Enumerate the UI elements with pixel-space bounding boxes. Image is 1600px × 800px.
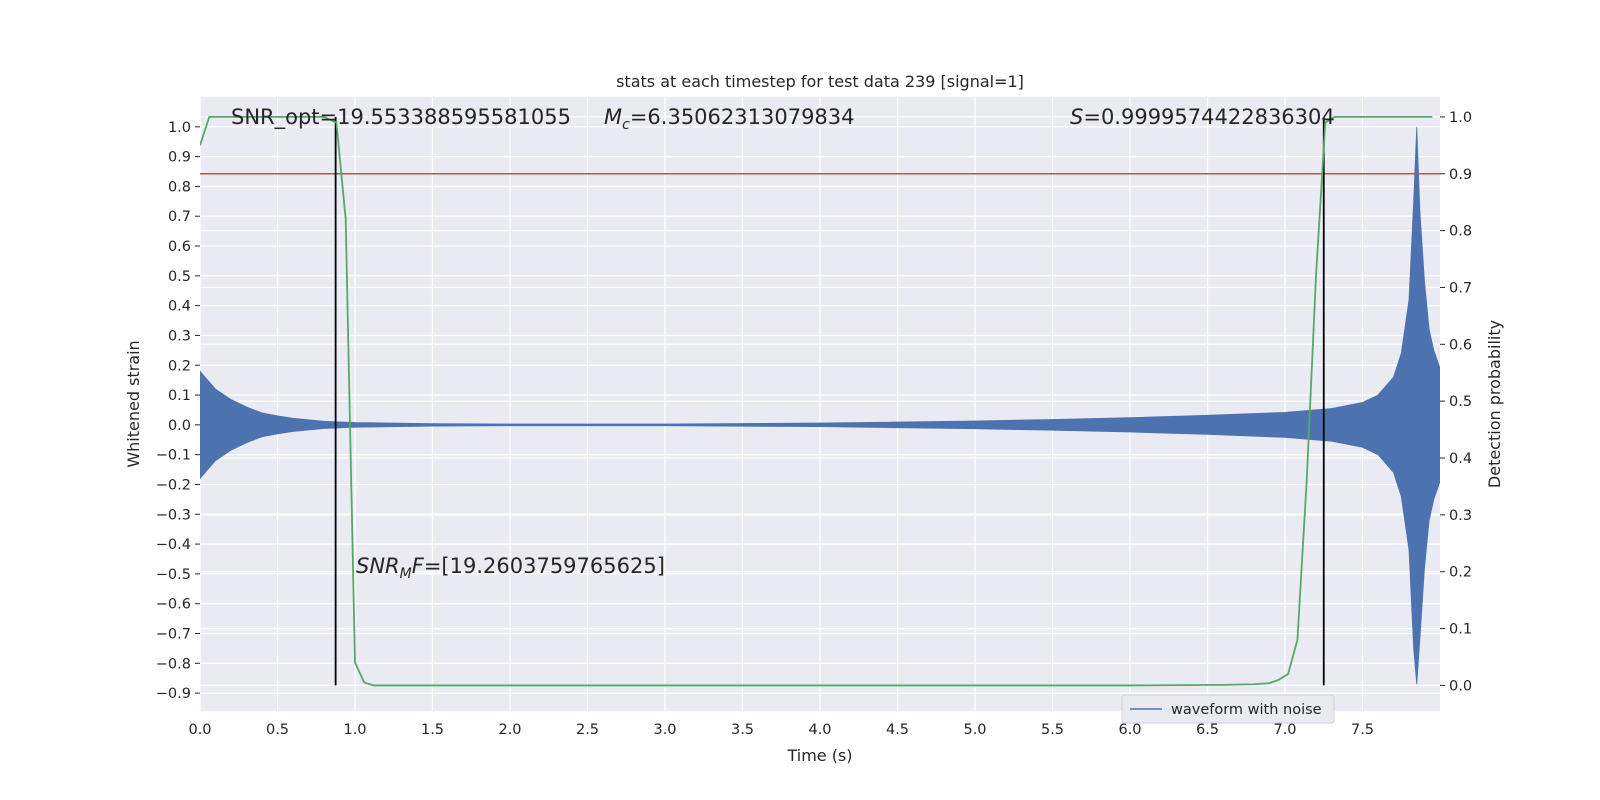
y-tick-label: −0.9	[156, 686, 191, 702]
y2-tick-label: 0.2	[1449, 565, 1472, 581]
x-tick-label: 7.0	[1273, 722, 1296, 738]
x-tick-label: 1.0	[343, 722, 366, 738]
x-tick-label: 5.0	[963, 722, 986, 738]
annotation-mc: Mc=6.35062313079834	[604, 105, 855, 133]
y-tick-label: −0.7	[156, 627, 191, 643]
annotation-s: S=0.9999574422836304	[1070, 105, 1335, 129]
y2-tick-label: 0.3	[1449, 508, 1472, 524]
x-tick-label: 6.0	[1118, 722, 1141, 738]
legend: waveform with noise	[1121, 694, 1335, 724]
series-detection-probability	[200, 116, 1433, 687]
y2-tick-label: 0.7	[1449, 280, 1472, 296]
annotation-snr-opt: SNR_opt=19.553388595581055	[231, 105, 571, 130]
y-tick-label: 0.9	[168, 150, 191, 166]
legend-box	[1121, 694, 1335, 724]
annotation-mc-sub: c	[622, 117, 630, 133]
annotation-s-symbol: S	[1070, 105, 1083, 129]
annotation-s-value: =0.9999574422836304	[1083, 105, 1334, 129]
legend-entry-waveform: waveform with noise	[1171, 702, 1322, 718]
x-axis-label: Time (s)	[786, 746, 852, 765]
y-tick-label: 0.2	[168, 358, 191, 374]
x-tick-label: 2.5	[576, 722, 599, 738]
y2-tick-label: 0.5	[1449, 394, 1472, 410]
annotation-snr-mf-f: F	[412, 554, 425, 578]
y-tick-label: 0.3	[168, 328, 191, 344]
y-tick-label: −0.8	[156, 656, 191, 672]
y-tick-label: 0.6	[168, 239, 191, 255]
y-tick-label: −0.3	[156, 507, 191, 523]
ticks: 0.0 0.5 1.0 1.5 2.0 2.5 3.0 3.5 4.0 4.5 5.0 5.5 6.0 6…	[156, 110, 1472, 738]
annotation-mc-value: =6.35062313079834	[630, 105, 855, 129]
y-tick-label: −0.5	[156, 567, 191, 583]
annotation-snr-mf-sub: M	[400, 566, 412, 582]
x-tick-label: 0.0	[188, 722, 211, 738]
y-tick-label: 0.7	[168, 209, 191, 225]
y-tick-label: −0.2	[156, 477, 191, 493]
y-tick-label: 1.0	[168, 120, 191, 136]
y-tick-label: −0.1	[156, 448, 191, 464]
annotation-snr-mf-symbol: SNR	[356, 554, 400, 578]
y2-axis-label: Detection probability	[1485, 320, 1504, 488]
y2-tick-label: 0.0	[1449, 678, 1472, 694]
y-tick-label: 0.1	[168, 388, 191, 404]
y-tick-label: 0.0	[168, 418, 191, 434]
x-tick-label: 3.5	[731, 722, 754, 738]
x-tick-label: 4.0	[808, 722, 831, 738]
y2-tick-label: 1.0	[1449, 110, 1472, 126]
x-tick-label: 1.5	[421, 722, 444, 738]
x-tick-label: 0.5	[266, 722, 289, 738]
x-tick-label: 3.0	[653, 722, 676, 738]
y2-tick-label: 0.4	[1449, 451, 1472, 467]
y-tick-label: −0.6	[156, 597, 191, 613]
y-tick-label: −0.4	[156, 537, 191, 553]
x-tick-label: 2.0	[498, 722, 521, 738]
y-tick-label: 0.5	[168, 269, 191, 285]
x-tick-label: 6.5	[1196, 722, 1219, 738]
annotation-mc-symbol: M	[604, 105, 622, 129]
annotation-snr-mf: SNRMF=[19.2603759765625]	[356, 554, 665, 582]
grid	[199, 97, 1440, 711]
y-tick-label: 0.8	[168, 179, 191, 195]
x-tick-label: 7.5	[1351, 722, 1374, 738]
x-tick-label: 4.5	[886, 722, 909, 738]
data-layer	[200, 116, 1440, 687]
annotation-snr-mf-value: =[19.2603759765625]	[424, 554, 665, 578]
y2-tick-label: 0.8	[1449, 224, 1472, 240]
x-tick-label: 5.5	[1041, 722, 1064, 738]
chart-title: stats at each timestep for test data 239…	[616, 72, 1024, 91]
y2-tick-label: 0.1	[1449, 622, 1472, 638]
series-waveform-with-noise	[200, 126, 1440, 685]
y2-tick-label: 0.6	[1449, 337, 1472, 353]
y2-tick-label: 0.9	[1449, 167, 1472, 183]
y-axis-label: Whitened strain	[124, 340, 143, 467]
y-tick-label: 0.4	[168, 299, 191, 315]
